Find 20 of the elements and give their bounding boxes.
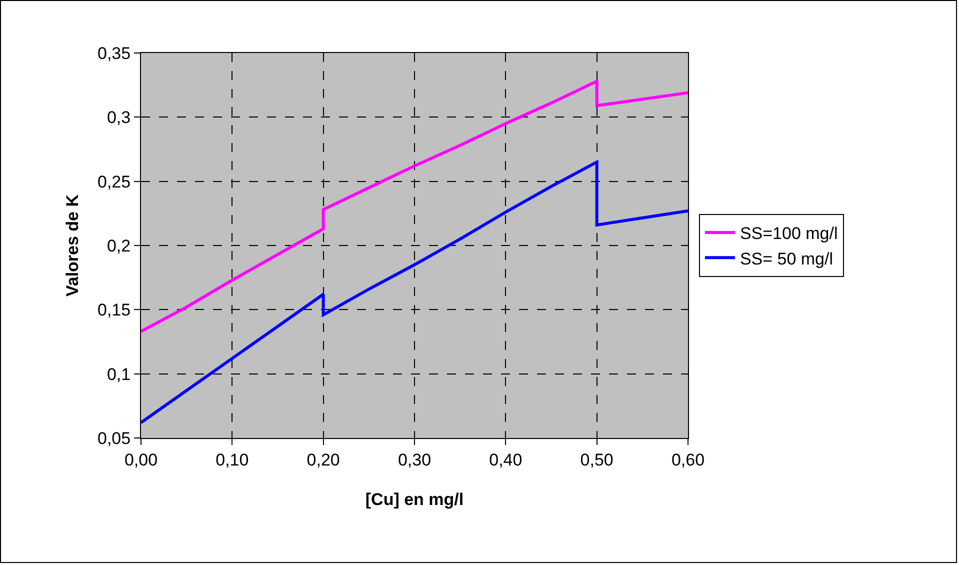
y-tick-label: 0,35 <box>98 44 131 63</box>
line-series <box>141 80 688 333</box>
x-tick-label: 0,30 <box>398 450 432 470</box>
y-tick-label: 0,2 <box>106 236 131 256</box>
y-tick-label: 0,3 <box>106 108 131 128</box>
x-tick-label: 0,60 <box>671 450 705 470</box>
y-tick-label: 0,05 <box>98 428 131 448</box>
y-tick-label: 0,25 <box>98 172 131 192</box>
x-axis-title: [Cu] en mg/l <box>365 490 464 509</box>
x-tick-label: 0,50 <box>580 450 614 470</box>
y-tick-label: 0,1 <box>106 364 131 384</box>
line-series <box>141 160 688 424</box>
x-tick-label: 0,10 <box>216 450 249 470</box>
x-tick-label: 0,00 <box>124 450 158 470</box>
x-tick-label: 0,20 <box>306 450 340 470</box>
legend-label: SS=100 mg/l <box>740 224 838 244</box>
y-tick-label: 0,15 <box>98 300 131 320</box>
legend-label: SS= 50 mg/l <box>740 249 834 268</box>
y-axis-title: Valores de K <box>63 194 82 297</box>
x-tick-label: 0,40 <box>489 450 522 470</box>
